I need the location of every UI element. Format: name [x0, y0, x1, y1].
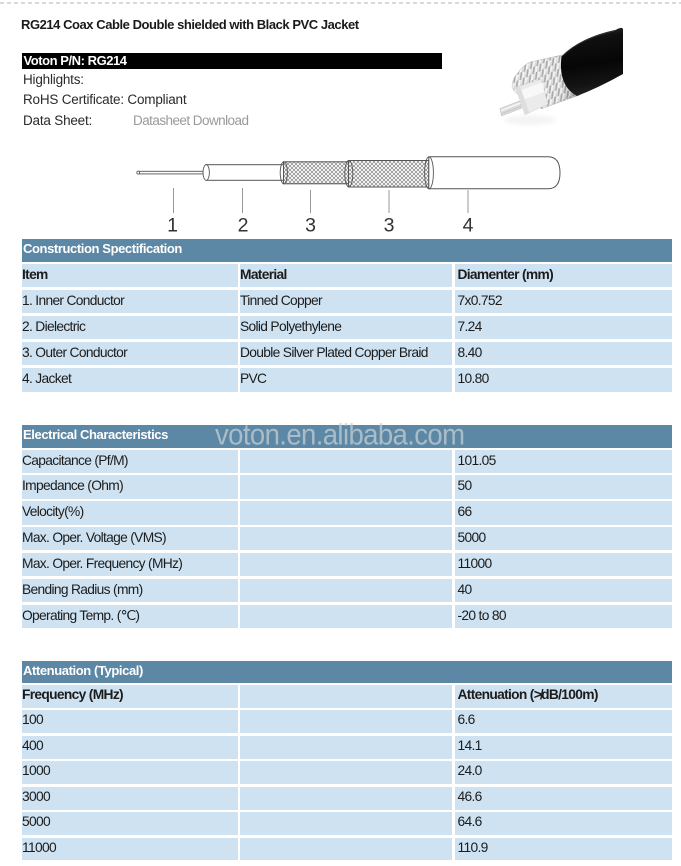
svg-text:2: 2 [238, 215, 249, 237]
svg-text:4: 4 [463, 215, 474, 237]
svg-text:1: 1 [167, 215, 178, 237]
svg-text:3: 3 [305, 215, 316, 237]
svg-text:3: 3 [384, 215, 395, 237]
